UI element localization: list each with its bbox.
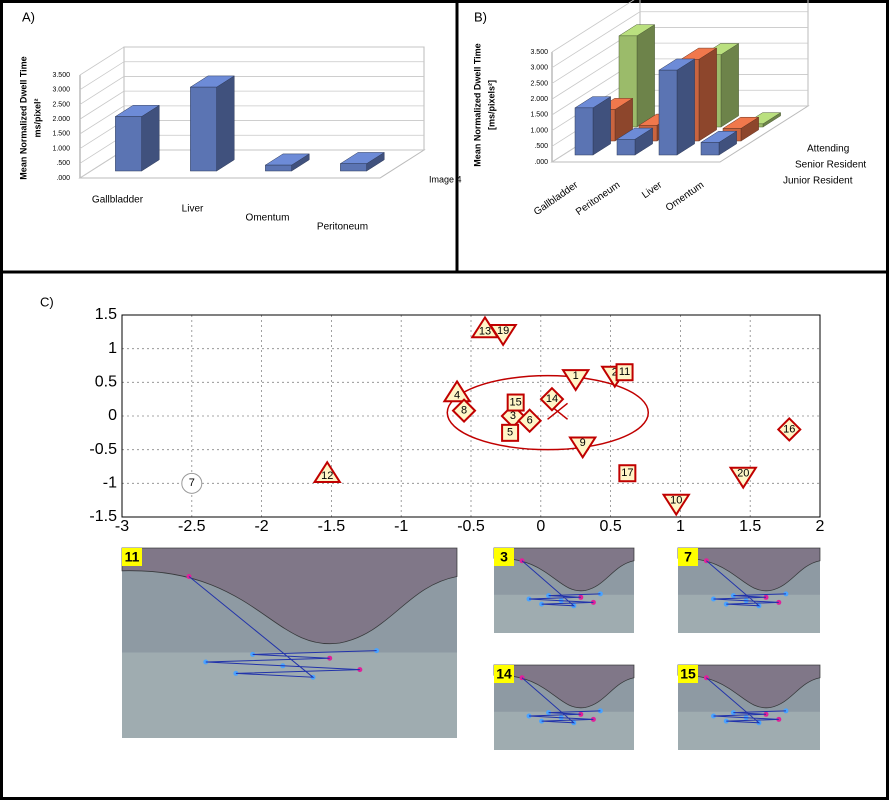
point-label: 7 — [189, 477, 195, 489]
point-label: 5 — [507, 427, 513, 439]
y-axis-title: Mean Normalized Dwell Time — [472, 43, 482, 166]
point-label: 20 — [737, 468, 749, 480]
x-tick-label: 1 — [676, 518, 685, 535]
bar-side — [637, 25, 655, 127]
x-tick-label: Gallbladder — [92, 195, 144, 206]
point-label: 12 — [321, 470, 333, 482]
point-label: 14 — [546, 393, 558, 405]
bar-front — [701, 142, 719, 155]
legend-label: Junior Resident — [783, 176, 853, 187]
x-tick-label: -2.5 — [178, 518, 206, 535]
bar-front — [617, 139, 635, 155]
point-label: 13 — [479, 325, 491, 337]
panel-label: C) — [40, 294, 54, 309]
y-axis-title: [ms/pixels²] — [486, 80, 496, 130]
x-tick-label: -0.5 — [457, 518, 485, 535]
y-tick-label: 2.000 — [52, 116, 70, 123]
point-label: 16 — [783, 423, 795, 435]
thumbnail-shade — [122, 653, 457, 739]
panel-label: B) — [474, 9, 487, 24]
panel-label: A) — [22, 9, 35, 24]
bar-front — [265, 165, 291, 171]
bar-side — [721, 44, 739, 127]
y-tick-label: 2.000 — [530, 96, 548, 103]
y-tick-label: -1 — [103, 475, 117, 492]
bar-side — [699, 48, 717, 141]
thumbnail-label: 15 — [680, 666, 696, 682]
y-tick-label: .000 — [56, 175, 70, 182]
y-tick-label: 0 — [108, 407, 117, 424]
point-label: 10 — [670, 494, 682, 506]
point-label: 6 — [527, 415, 533, 427]
x-tick-label: 0 — [536, 518, 545, 535]
y-tick-label: .500 — [534, 143, 548, 150]
bar-front — [340, 164, 366, 171]
y-tick-label: 2.500 — [52, 101, 70, 108]
bar — [190, 76, 234, 171]
y-tick-label: 1.000 — [52, 145, 70, 152]
y-tick-label: -0.5 — [89, 441, 117, 458]
x-tick-label: 1.5 — [739, 518, 761, 535]
bar-front — [659, 70, 677, 155]
point-label: 4 — [454, 389, 460, 401]
y-tick-label: -1.5 — [89, 508, 117, 525]
y-tick-label: .000 — [534, 159, 548, 166]
y-axis-title: Mean Normalized Dwell Time — [18, 56, 28, 179]
point-label: 1 — [573, 370, 579, 382]
x-tick-label: -2 — [254, 518, 268, 535]
point-label: 17 — [621, 467, 633, 479]
legend-label: Attending — [807, 144, 849, 155]
y-tick-label: 3.500 — [530, 49, 548, 56]
thumbnail-label: 14 — [496, 666, 512, 682]
x-tick-label: -1 — [394, 518, 408, 535]
bar-side — [677, 59, 695, 155]
bar-side — [142, 105, 160, 171]
x-tick-label: -1.5 — [318, 518, 346, 535]
bar-side — [217, 76, 235, 171]
y-tick-label: 0.5 — [95, 374, 117, 391]
x-tick-label: Liver — [182, 204, 204, 215]
bar — [659, 59, 695, 155]
y-tick-label: 2.500 — [530, 80, 548, 87]
x-tick-label: Peritoneum — [317, 222, 368, 233]
y-tick-label: 1.500 — [52, 131, 70, 138]
point-label: 15 — [510, 396, 522, 408]
y-tick-label: .500 — [56, 160, 70, 167]
y-tick-label: 1.000 — [530, 127, 548, 134]
y-tick-label: 1.500 — [530, 112, 548, 119]
bar-front — [190, 87, 216, 171]
x-tick-label: 0.5 — [599, 518, 621, 535]
x-tick-label: -3 — [115, 518, 129, 535]
thumbnail-label: 11 — [125, 549, 140, 565]
y-tick-label: 1.5 — [95, 306, 117, 323]
x-tick-label: Omentum — [246, 213, 290, 224]
legend-label: Senior Resident — [795, 160, 866, 171]
y-tick-label: 3.000 — [52, 87, 70, 94]
point-label: 11 — [619, 366, 630, 378]
point-label: 9 — [580, 437, 586, 449]
x-tick-label: 2 — [816, 518, 825, 535]
figure: A) B) C) .000.5001.0001.5002.0002.5003.0… — [0, 0, 889, 800]
bar-front — [575, 108, 593, 155]
bar — [115, 105, 159, 171]
y-tick-label: 1 — [108, 340, 117, 357]
y-tick-label: 3.000 — [530, 65, 548, 72]
point-label: 19 — [497, 325, 509, 337]
y-tick-label: 3.500 — [52, 72, 70, 79]
point-label: 3 — [510, 410, 516, 422]
point-label: 8 — [461, 405, 467, 417]
thumbnail-label: 7 — [684, 549, 692, 565]
legend-label: Image 4 — [429, 174, 462, 184]
bar — [575, 97, 611, 155]
bar-front — [115, 117, 141, 171]
y-axis-title: ms/pixel² — [32, 98, 42, 137]
thumbnail-label: 3 — [500, 549, 508, 565]
